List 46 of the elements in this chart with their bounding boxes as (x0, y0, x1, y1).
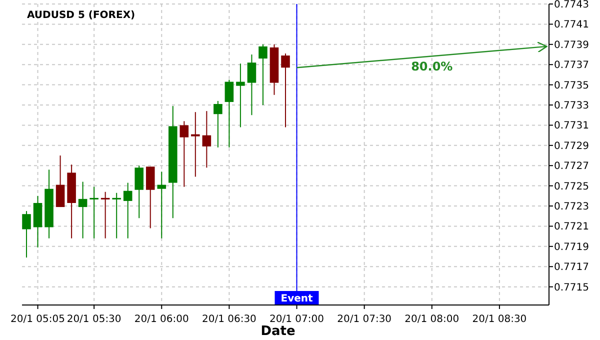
annotation: 80.0% (411, 60, 453, 74)
y-tick-label: 0.7731 (554, 120, 589, 132)
y-tick-label: 0.7719 (554, 242, 589, 253)
candlestick (224, 79, 234, 148)
candlestick (247, 54, 256, 116)
candlestick (100, 191, 110, 239)
x-tick-label: 20/1 08:00 (404, 314, 460, 325)
candlestick (236, 63, 245, 128)
x-tick-label: 20/1 07:00 (270, 314, 324, 325)
y-tick-label: 0.7715 (554, 282, 589, 294)
candlestick (258, 44, 268, 106)
candlestick (202, 110, 212, 168)
x-tick-label: 20/1 06:30 (202, 314, 256, 325)
candlestick (191, 112, 200, 178)
candlestick (22, 210, 31, 258)
y-tick-label: 0.7733 (554, 100, 589, 112)
y-tick-label: 0.7743 (554, 0, 589, 10)
candlestick (146, 166, 155, 229)
candlestick (157, 171, 166, 239)
candlestick (281, 52, 290, 128)
y-tick-label: 0.7729 (554, 140, 589, 152)
y-tick-label: 0.7741 (554, 20, 589, 31)
candlestick (123, 182, 132, 239)
x-axis-title: Date (260, 324, 296, 339)
x-tick-label: 20/1 05:30 (66, 314, 122, 325)
x-tick-label: 20/1 08:30 (472, 314, 527, 325)
y-tick-label: 0.7717 (554, 262, 589, 274)
candlestick (134, 165, 144, 219)
candlestick (112, 192, 121, 239)
y-tick-label: 0.7725 (554, 181, 589, 192)
y-tick-label: 0.7727 (554, 161, 589, 172)
candlestick (78, 181, 88, 239)
y-tick-label: 0.7723 (554, 202, 589, 213)
y-tick-label: 0.7739 (554, 40, 589, 51)
candlestick (214, 100, 222, 148)
candlestick (56, 155, 65, 208)
y-tick-label: 0.7735 (554, 80, 589, 92)
x-tick-label: 20/1 05:05 (10, 314, 65, 325)
candlestick (90, 186, 98, 239)
y-tick-label: 0.7737 (554, 60, 589, 72)
y-tick-label: 0.7721 (554, 222, 589, 233)
ref-line-label: Event (280, 294, 313, 304)
x-tick-label: 20/1 07:30 (337, 314, 392, 325)
candlestick (180, 120, 189, 188)
x-tick-label: 20/1 06:00 (134, 314, 189, 325)
text: AUDUSD 5 (FOREX) (27, 10, 136, 21)
